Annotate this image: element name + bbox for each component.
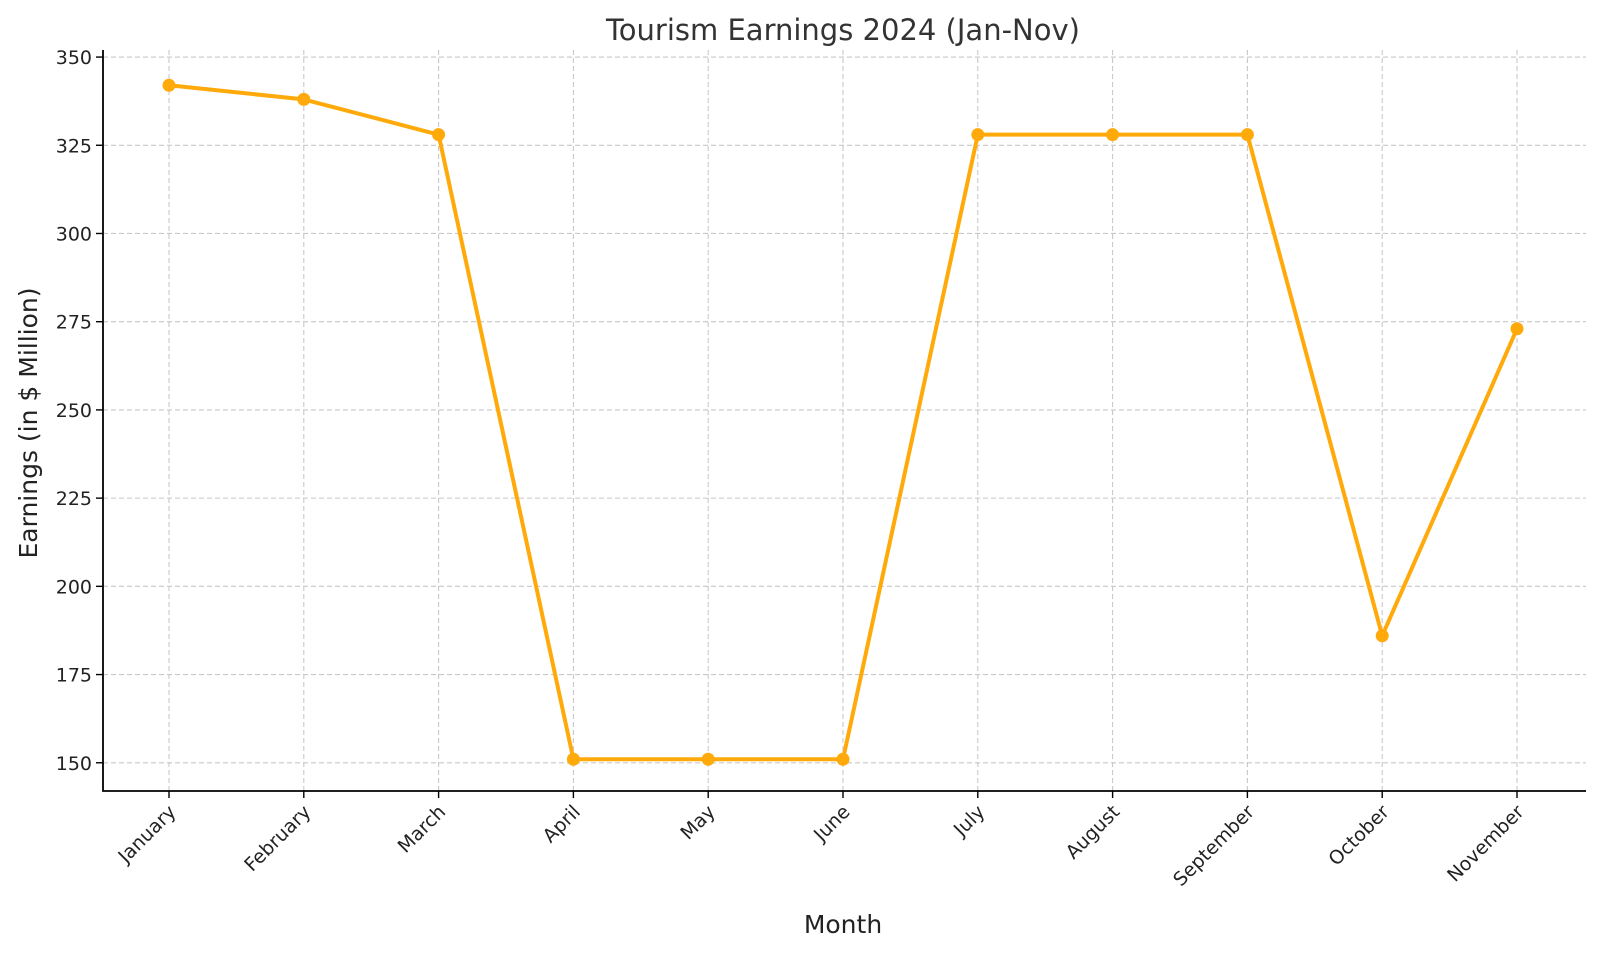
axis-spines <box>102 50 1586 792</box>
data-point <box>162 78 176 92</box>
x-tick-label: May <box>676 801 719 844</box>
data-point <box>432 128 446 142</box>
y-tick-label: 350 <box>56 47 92 69</box>
axes-layer: 150 175 200 225 250 275 300 325 350 January Februa… <box>56 47 1586 891</box>
y-tick-label: 325 <box>56 135 92 157</box>
x-tick-label: July <box>949 801 989 841</box>
y-tick-label: 300 <box>56 223 92 245</box>
y-tick-label: 225 <box>56 488 92 510</box>
x-tick-label: February <box>240 801 315 876</box>
chart-title: Tourism Earnings 2024 (Jan-Nov) <box>605 13 1080 47</box>
data-point <box>1106 128 1120 142</box>
data-point <box>701 752 715 766</box>
y-tick-label: 150 <box>56 753 92 775</box>
data-point <box>297 92 311 106</box>
x-tick-label: April <box>539 801 585 847</box>
data-point <box>836 752 850 766</box>
x-axis-label: Month <box>804 910 882 939</box>
data-point <box>1510 322 1524 336</box>
y-tick-label: 175 <box>56 665 92 687</box>
data-point <box>1240 128 1254 142</box>
data-point <box>566 752 580 766</box>
x-tick-label: September <box>1169 801 1259 891</box>
x-tick-label: October <box>1324 801 1393 870</box>
x-tick-label: August <box>1062 801 1125 864</box>
x-tick-label: March <box>394 801 451 858</box>
data-point <box>971 128 985 142</box>
x-tick-label: June <box>809 801 855 847</box>
y-tick-label: 250 <box>56 400 92 422</box>
y-tick-label: 275 <box>56 312 92 334</box>
grid-layer <box>103 50 1586 791</box>
series-layer <box>162 78 1524 766</box>
x-tick-label: January <box>113 801 180 868</box>
data-point <box>1375 629 1389 643</box>
y-axis-label: Earnings (in $ Million) <box>14 287 43 558</box>
x-tick-label: November <box>1443 801 1529 887</box>
y-tick-label: 200 <box>56 576 92 598</box>
